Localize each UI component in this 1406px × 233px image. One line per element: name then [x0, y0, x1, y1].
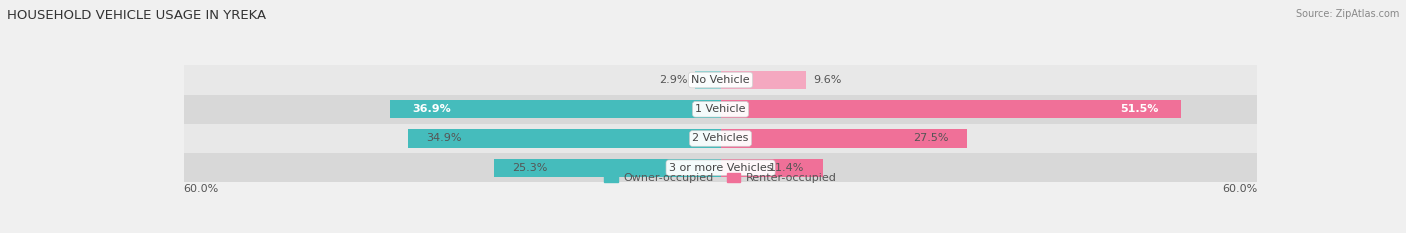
Bar: [494, 159, 720, 177]
Text: No Vehicle: No Vehicle: [692, 75, 749, 85]
Text: 2.9%: 2.9%: [659, 75, 688, 85]
Bar: [391, 100, 720, 118]
Text: 25.3%: 25.3%: [512, 163, 547, 173]
Text: 60.0%: 60.0%: [184, 184, 219, 194]
Bar: [695, 71, 720, 89]
Text: 1 Vehicle: 1 Vehicle: [696, 104, 745, 114]
Text: 11.4%: 11.4%: [769, 163, 804, 173]
Bar: [184, 95, 1257, 124]
Bar: [408, 130, 720, 147]
Text: Source: ZipAtlas.com: Source: ZipAtlas.com: [1295, 9, 1399, 19]
Text: 60.0%: 60.0%: [1222, 184, 1257, 194]
Text: HOUSEHOLD VEHICLE USAGE IN YREKA: HOUSEHOLD VEHICLE USAGE IN YREKA: [7, 9, 266, 22]
Bar: [720, 71, 807, 89]
Text: 2 Vehicles: 2 Vehicles: [692, 134, 749, 144]
Bar: [184, 153, 1257, 182]
Legend: Owner-occupied, Renter-occupied: Owner-occupied, Renter-occupied: [600, 168, 841, 188]
Text: 51.5%: 51.5%: [1121, 104, 1159, 114]
Text: 36.9%: 36.9%: [413, 104, 451, 114]
Text: 9.6%: 9.6%: [814, 75, 842, 85]
Text: 27.5%: 27.5%: [914, 134, 949, 144]
Bar: [184, 65, 1257, 95]
Text: 3 or more Vehicles: 3 or more Vehicles: [669, 163, 772, 173]
Text: 34.9%: 34.9%: [426, 134, 461, 144]
Bar: [720, 130, 967, 147]
Bar: [720, 100, 1181, 118]
Bar: [720, 159, 823, 177]
Bar: [184, 124, 1257, 153]
